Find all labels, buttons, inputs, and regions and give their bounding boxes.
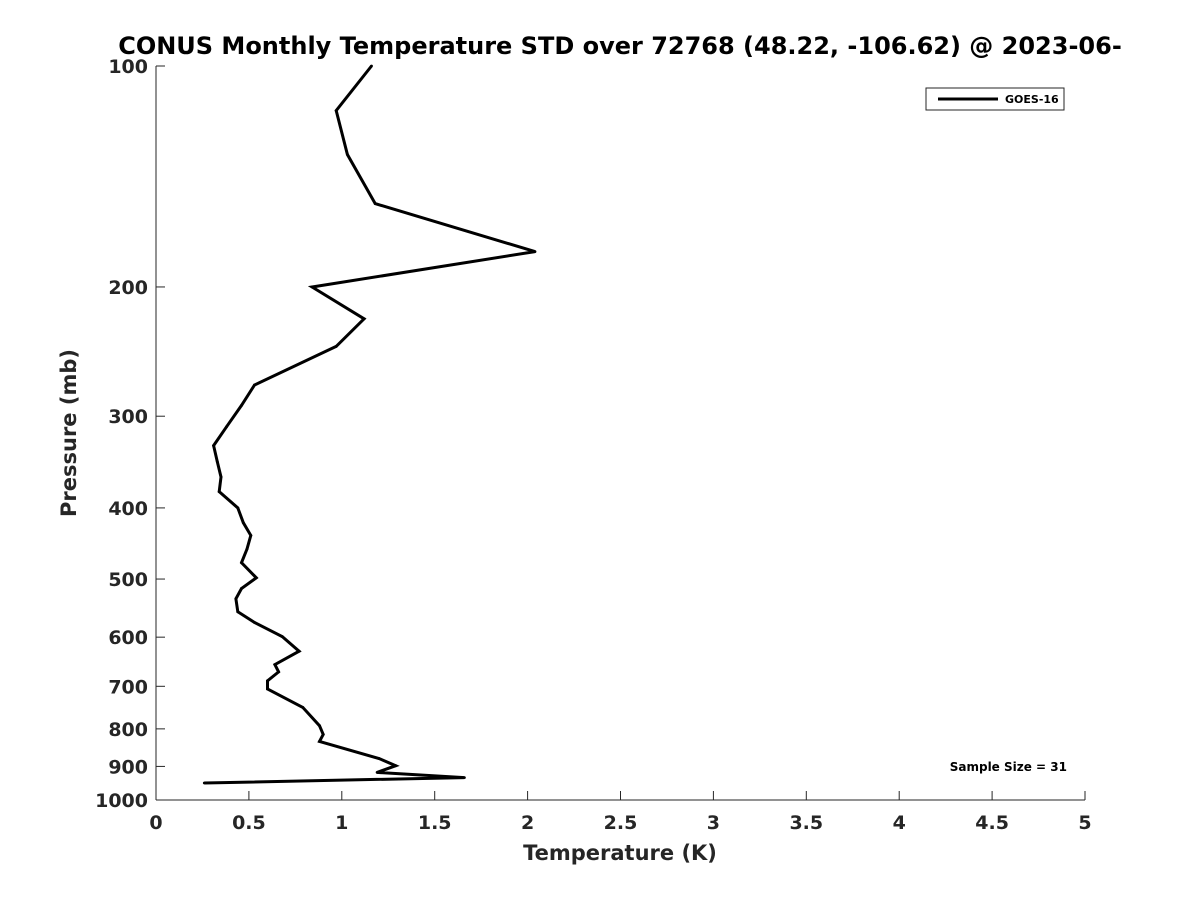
data-point bbox=[240, 561, 243, 565]
sample-size-annotation: Sample Size = 31 bbox=[950, 760, 1067, 774]
y-tick-label: 700 bbox=[108, 676, 148, 698]
data-point bbox=[346, 153, 349, 156]
data-point bbox=[236, 610, 240, 614]
data-point bbox=[254, 576, 258, 580]
chart-title: CONUS Monthly Temperature STD over 72768… bbox=[118, 32, 1122, 60]
data-point bbox=[219, 475, 223, 479]
data-point bbox=[249, 534, 253, 537]
data-point bbox=[463, 776, 466, 779]
data-point bbox=[362, 317, 366, 321]
y-tick-label: 300 bbox=[108, 406, 148, 428]
x-tick-label: 3 bbox=[707, 812, 720, 834]
x-tick-label: 2.5 bbox=[604, 812, 638, 834]
x-axis-ticks: 0 0.5 1 1.5 2 2.5 3 3.5 4 4.5 5 bbox=[149, 791, 1092, 834]
x-tick-label: 1 bbox=[335, 812, 348, 834]
data-point bbox=[217, 490, 221, 493]
data-point bbox=[241, 521, 245, 525]
data-point bbox=[301, 706, 305, 709]
data-point bbox=[240, 404, 243, 407]
y-tick-label: 100 bbox=[108, 56, 148, 78]
x-tick-label: 3.5 bbox=[789, 812, 823, 834]
legend: GOES-16 bbox=[925, 87, 1065, 111]
data-point bbox=[375, 771, 379, 774]
y-tick-label: 200 bbox=[108, 277, 148, 299]
data-point bbox=[240, 587, 243, 590]
data-point bbox=[266, 679, 269, 683]
data-point bbox=[277, 670, 280, 674]
series-group bbox=[202, 64, 537, 785]
data-point bbox=[318, 724, 321, 728]
y-tick-label: 400 bbox=[108, 498, 148, 520]
data-point bbox=[297, 649, 301, 653]
x-tick-label: 0 bbox=[149, 812, 162, 834]
data-point bbox=[370, 64, 373, 68]
data-point bbox=[253, 383, 256, 387]
plot-axes bbox=[155, 66, 1085, 801]
y-tick-label: 500 bbox=[108, 569, 148, 591]
y-tick-label: 900 bbox=[108, 756, 148, 778]
series-line-goes-16 bbox=[204, 65, 536, 785]
x-tick-label: 2 bbox=[521, 812, 534, 834]
data-point bbox=[334, 109, 338, 112]
data-point bbox=[253, 621, 256, 624]
x-tick-label: 5 bbox=[1078, 812, 1091, 834]
data-point bbox=[377, 757, 381, 760]
legend-label-goes-16: GOES-16 bbox=[1005, 93, 1059, 106]
data-point bbox=[273, 663, 277, 666]
data-point bbox=[394, 764, 398, 768]
y-axis-label: Pressure (mb) bbox=[57, 349, 81, 517]
data-point bbox=[234, 597, 238, 601]
x-axis-label: Temperature (K) bbox=[523, 841, 717, 865]
data-point bbox=[266, 687, 269, 691]
data-point bbox=[533, 250, 537, 254]
data-point bbox=[318, 740, 321, 743]
data-point bbox=[236, 506, 240, 510]
data-point bbox=[225, 425, 229, 429]
x-tick-label: 4.5 bbox=[975, 812, 1009, 834]
data-point bbox=[373, 202, 377, 206]
y-tick-label: 600 bbox=[108, 627, 148, 649]
data-point bbox=[310, 285, 314, 289]
data-point bbox=[245, 547, 249, 551]
data-point bbox=[215, 460, 219, 464]
data-point bbox=[280, 635, 284, 638]
y-tick-label: 1000 bbox=[95, 790, 148, 812]
y-axis-ticks: 100 200 300 400 500 600 700 800 900 1000 bbox=[95, 56, 165, 812]
x-tick-label: 4 bbox=[893, 812, 906, 834]
data-point bbox=[212, 444, 216, 447]
data-point bbox=[334, 345, 338, 348]
x-tick-label: 0.5 bbox=[232, 812, 266, 834]
x-tick-label: 1.5 bbox=[418, 812, 452, 834]
data-point bbox=[202, 781, 206, 785]
data-point bbox=[321, 733, 325, 736]
y-tick-label: 800 bbox=[108, 719, 148, 741]
